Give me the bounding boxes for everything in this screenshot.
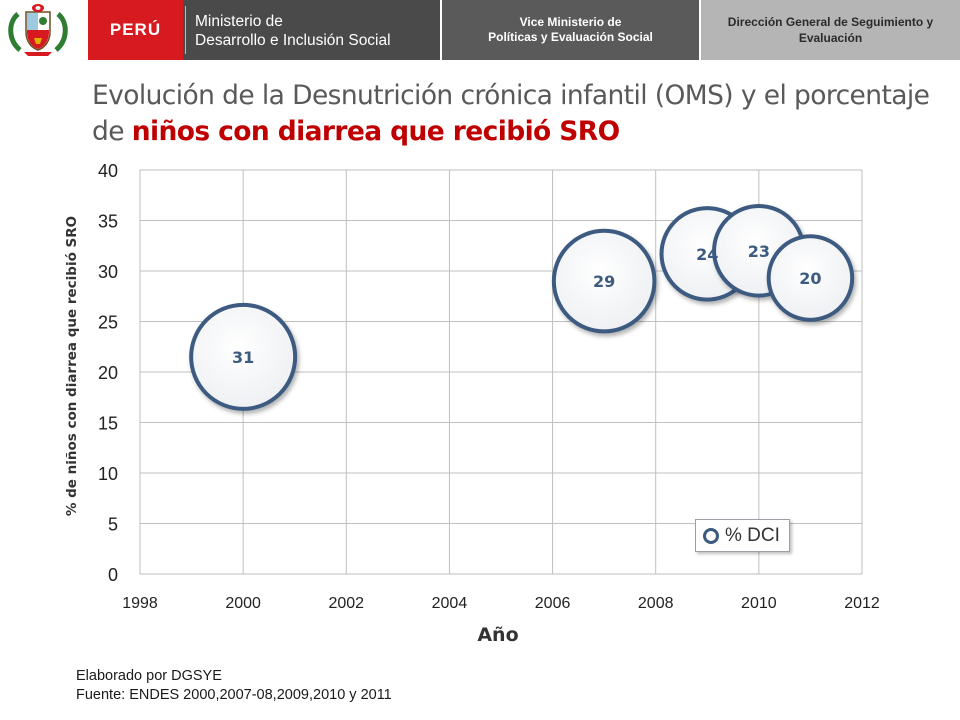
bubble-data-label: 20: [799, 269, 821, 288]
ministry-name: Ministerio de Desarrollo e Inclusión Soc…: [195, 12, 391, 50]
bubble-marker: [766, 234, 855, 322]
bubble-point: [551, 228, 657, 334]
title-text: Evolución de la Desnutrición crónica inf…: [92, 80, 930, 147]
legend-label: % DCI: [725, 524, 780, 546]
footer-line-2: Fuente: ENDES 2000,2007-08,2009,2010 y 2…: [76, 687, 392, 703]
ministry-divider: [185, 6, 186, 54]
y-tick-label: 15: [98, 414, 118, 434]
bubble-point: [766, 234, 855, 322]
y-tick-label: 35: [98, 212, 118, 232]
x-tick-label: 2012: [844, 595, 880, 612]
x-axis-ticks: 1998 2000 2002 2004 2006 2008 2010 2012: [122, 595, 880, 612]
country-badge: PERÚ: [88, 0, 183, 60]
ministry-line-2: Desarrollo e Inclusión Social: [195, 32, 391, 49]
y-tick-label: 0: [108, 565, 118, 585]
bubble-marker: [189, 302, 298, 411]
x-tick-label: 2000: [225, 595, 261, 612]
bubble-series: 31 29 24 23 20: [189, 204, 855, 411]
directorate-block: Dirección General de Seguimiento y Evalu…: [701, 0, 960, 60]
coat-of-arms-icon: [8, 4, 68, 56]
bubble-marker: [551, 228, 657, 334]
y-tick-label: 10: [98, 464, 118, 484]
directorate-line-1: Dirección General de Seguimiento y: [727, 15, 934, 29]
ministry-block: Ministerio de Desarrollo e Inclusión Soc…: [183, 0, 440, 60]
title-highlight: niños con diarrea que recibió SRO: [131, 116, 620, 147]
slide-title: Evolución de la Desnutrición crónica inf…: [92, 78, 942, 150]
x-tick-label: 2010: [741, 595, 777, 612]
y-tick-label: 20: [98, 363, 118, 383]
y-tick-label: 25: [98, 313, 118, 333]
x-tick-label: 2008: [638, 595, 674, 612]
x-axis-label: Año: [477, 624, 518, 646]
y-tick-label: 40: [98, 161, 118, 181]
chart-legend: % DCI: [695, 519, 790, 552]
bubble-point: [189, 302, 298, 411]
vice-ministry-line-2: Políticas y Evaluación Social: [488, 30, 653, 44]
source-note: Elaborado por DGSYE Fuente: ENDES 2000,2…: [76, 667, 392, 705]
y-axis-ticks: 0 5 10 15 20 25 30 35 40: [98, 161, 118, 585]
x-tick-label: 1998: [122, 595, 158, 612]
ministry-line-1: Ministerio de: [195, 13, 283, 30]
y-tick-label: 30: [98, 262, 118, 282]
bubble-data-label: 29: [593, 272, 615, 291]
vice-ministry-block: Vice Ministerio de Políticas y Evaluació…: [442, 0, 699, 60]
directorate-line-2: Evaluación: [798, 31, 863, 45]
legend-marker-icon: [703, 527, 719, 544]
country-label: PERÚ: [109, 20, 162, 39]
x-tick-label: 2002: [328, 595, 364, 612]
bubble-data-label: 31: [232, 348, 254, 367]
bubble-data-label: 24: [696, 245, 718, 264]
y-tick-label: 5: [108, 515, 118, 535]
y-axis-label: % de niños con diarrea que recibió SRO: [64, 216, 80, 516]
x-tick-label: 2006: [535, 595, 571, 612]
vice-ministry-line-1: Vice Ministerio de: [519, 15, 622, 29]
footer-line-1: Elaborado por DGSYE: [76, 668, 222, 684]
x-tick-label: 2004: [432, 595, 468, 612]
bubble-data-label: 23: [748, 242, 770, 261]
coat-of-arms-logo: [0, 0, 88, 60]
header-banner: PERÚ Ministerio de Desarrollo e Inclusió…: [0, 0, 960, 60]
